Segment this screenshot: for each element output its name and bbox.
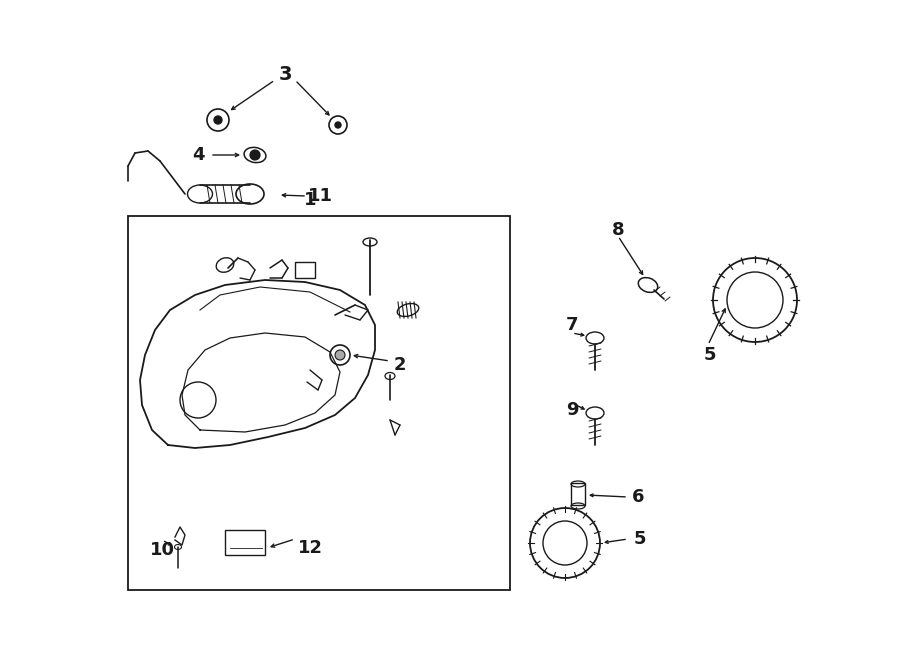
- Text: 7: 7: [566, 316, 578, 334]
- Text: 2: 2: [394, 356, 406, 374]
- Text: 6: 6: [632, 488, 644, 506]
- Bar: [225, 530, 265, 555]
- Text: 11: 11: [308, 187, 332, 205]
- Text: 1: 1: [304, 191, 316, 209]
- Text: 10: 10: [149, 541, 175, 559]
- Text: 3: 3: [278, 65, 292, 85]
- Circle shape: [335, 350, 345, 360]
- Text: 9: 9: [566, 401, 578, 419]
- Circle shape: [250, 150, 260, 160]
- Bar: [295, 262, 315, 278]
- Bar: [571, 483, 585, 505]
- Text: 4: 4: [192, 146, 204, 164]
- Circle shape: [214, 116, 222, 124]
- Circle shape: [335, 122, 341, 128]
- Text: 8: 8: [612, 221, 625, 239]
- Text: 5: 5: [704, 346, 716, 364]
- Text: 5: 5: [634, 530, 646, 548]
- Bar: [128, 216, 510, 590]
- Text: 12: 12: [298, 539, 322, 557]
